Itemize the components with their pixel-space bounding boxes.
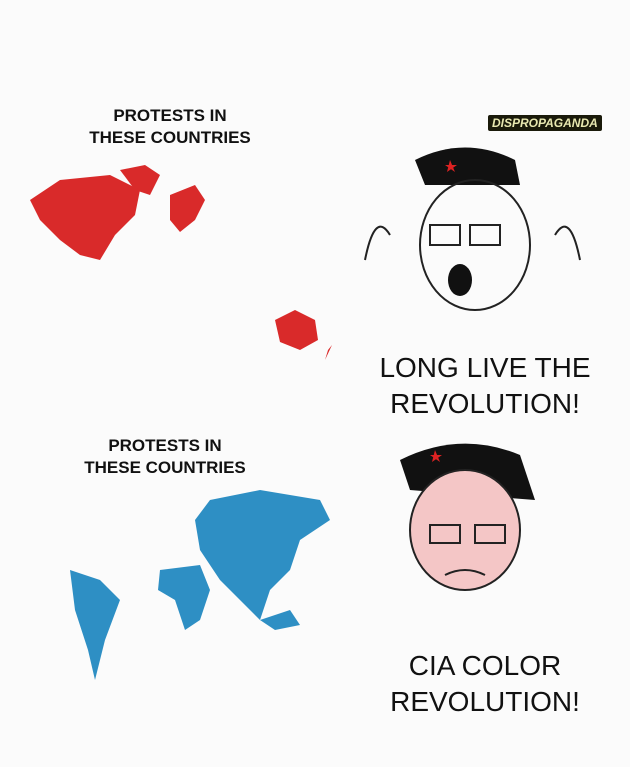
caption-line: REVOLUTION! <box>390 388 580 419</box>
heading-line: THESE COUNTRIES <box>84 458 246 477</box>
caption-line: REVOLUTION! <box>390 686 580 717</box>
top-heading: PROTESTS IN THESE COUNTRIES <box>70 105 270 149</box>
heading-line: PROTESTS IN <box>113 106 227 125</box>
caption-line: CIA COLOR <box>408 650 562 681</box>
watermark: DISPROPAGANDA <box>488 115 602 131</box>
western-countries-map <box>30 165 332 360</box>
heading-line: THESE COUNTRIES <box>89 128 251 147</box>
global-south-map <box>70 490 330 680</box>
bottom-caption: CIA COLOR REVOLUTION! <box>360 648 610 720</box>
bottom-heading: PROTESTS IN THESE COUNTRIES <box>65 435 265 479</box>
heading-line: PROTESTS IN <box>108 436 222 455</box>
caption-line: LONG LIVE THE <box>379 352 591 383</box>
wojak-angry <box>400 443 535 591</box>
top-caption: LONG LIVE THE REVOLUTION! <box>360 350 610 422</box>
wojak-happy <box>364 147 581 311</box>
